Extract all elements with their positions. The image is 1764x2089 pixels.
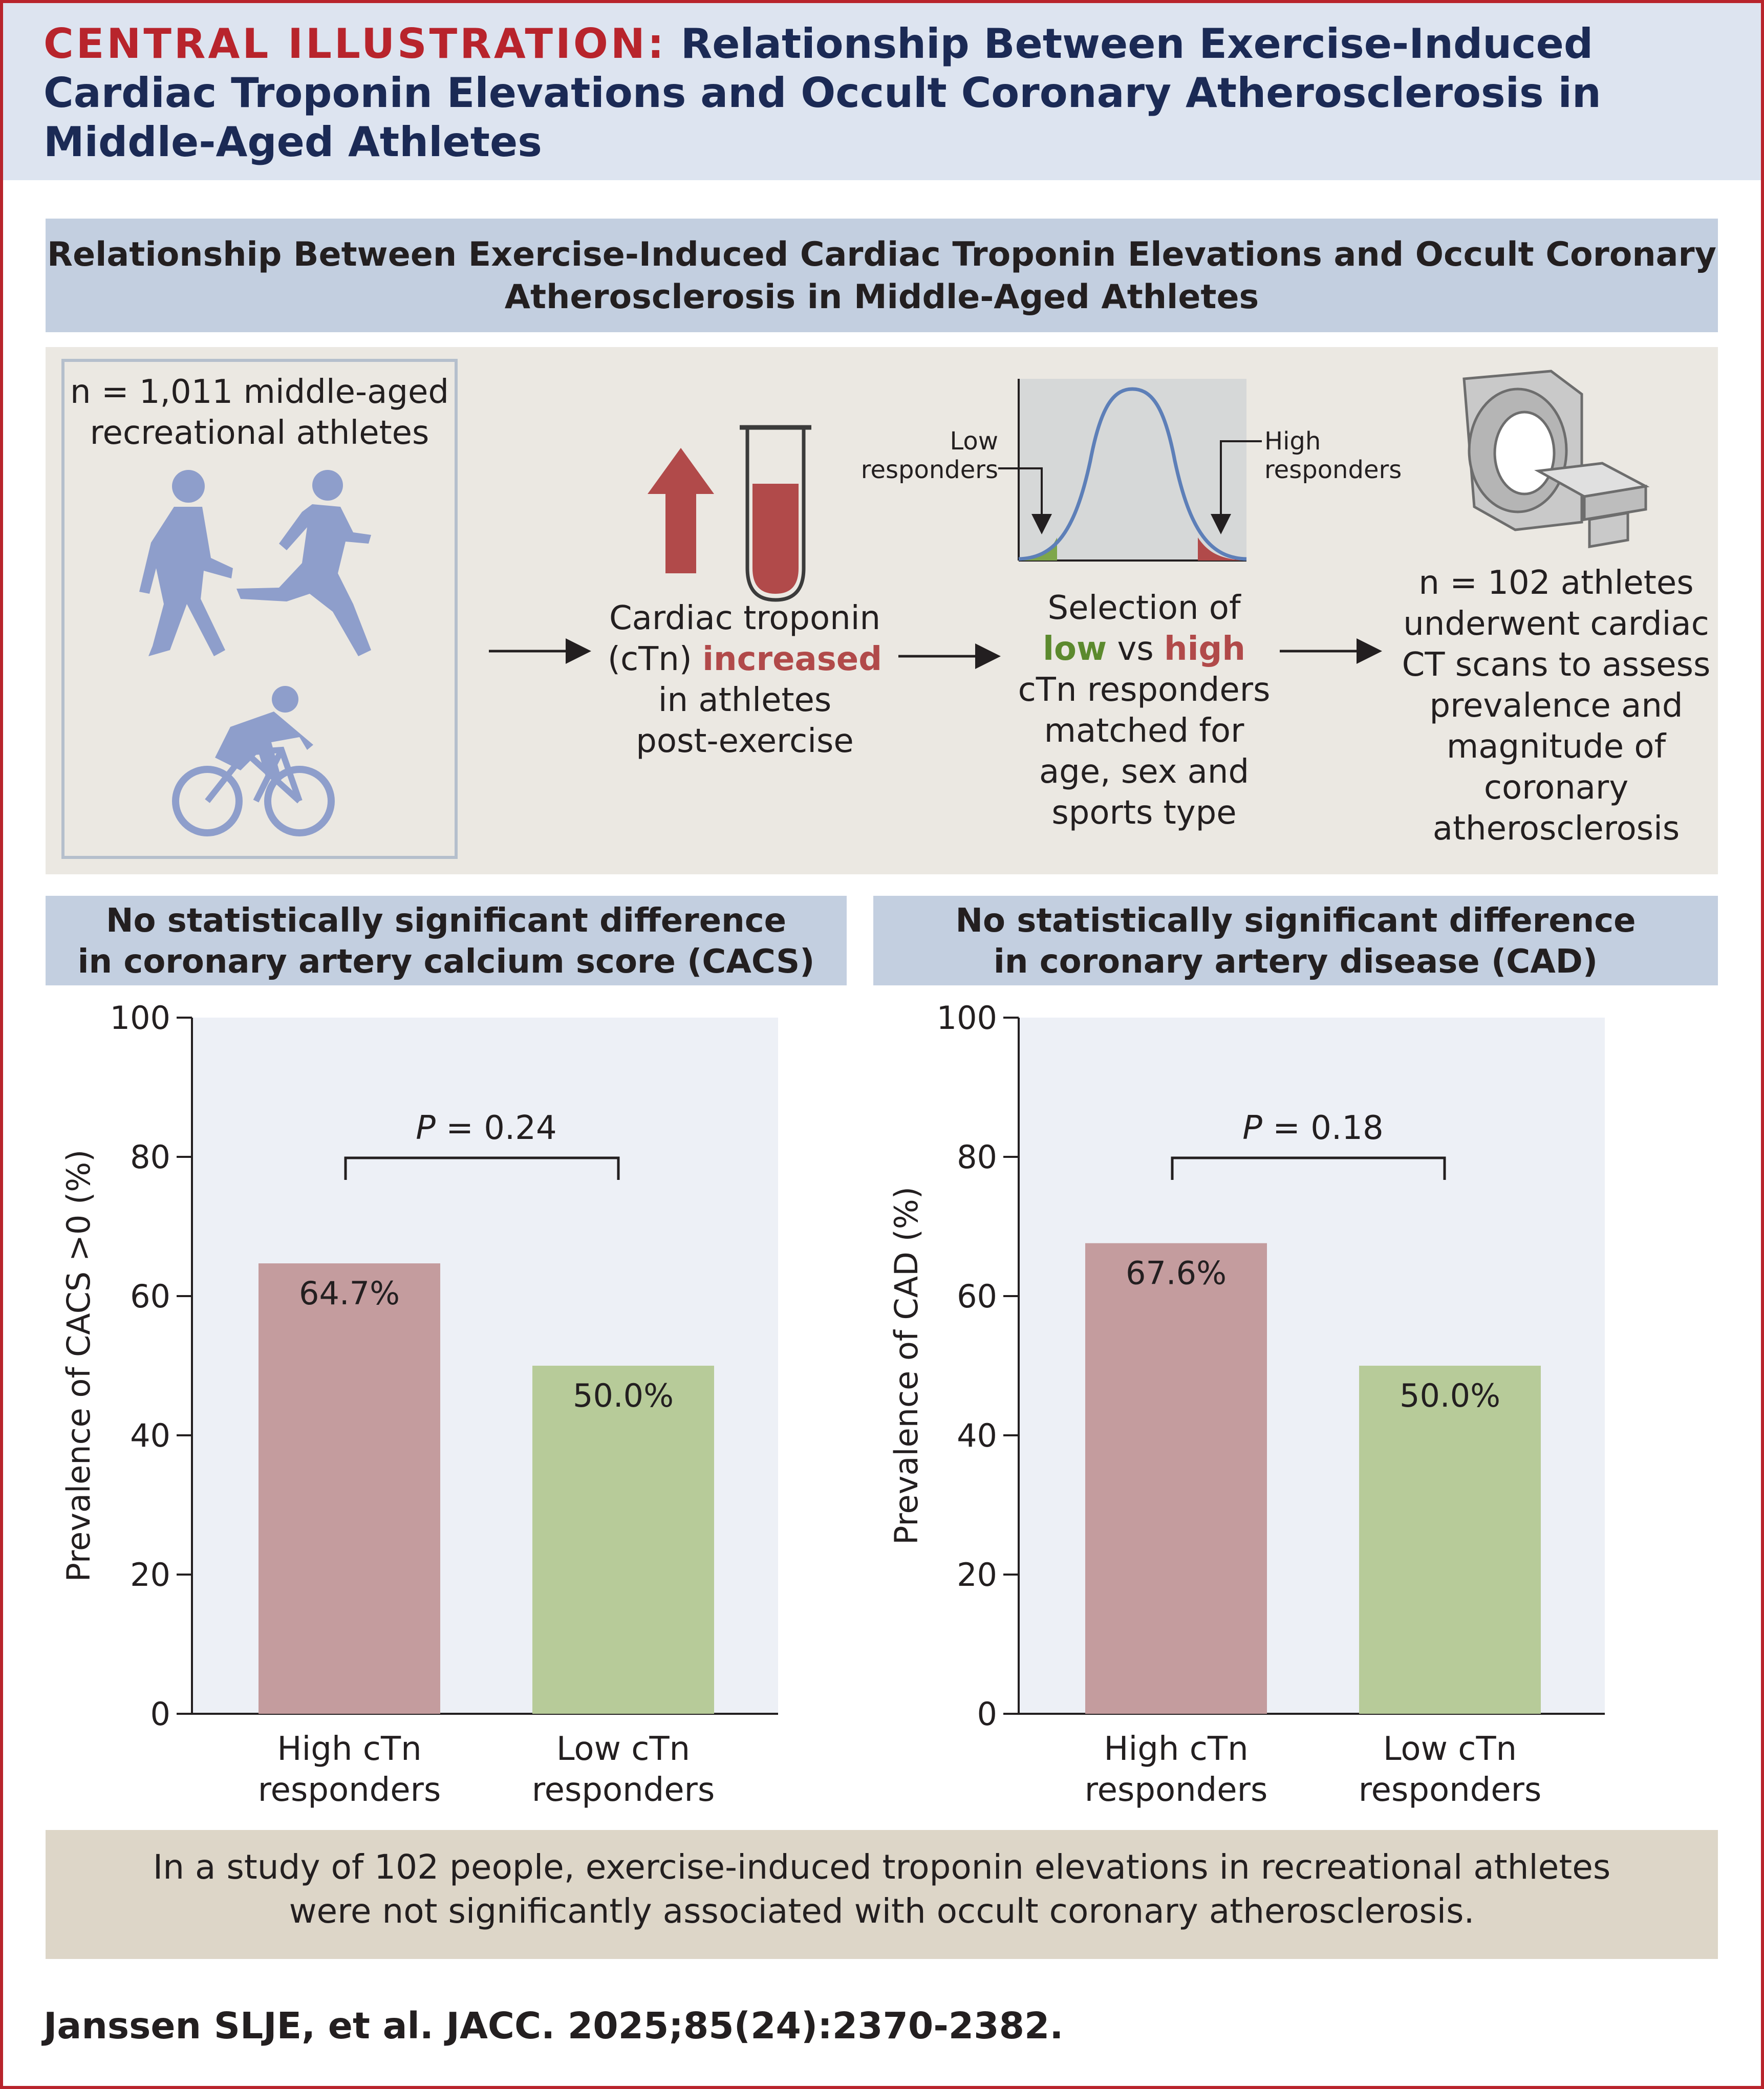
cacs-bar-low [532, 1366, 714, 1714]
cacs-band-line-1: No statistically significant difference [105, 902, 787, 940]
cohort-box [61, 359, 458, 859]
subheader-band: Relationship Between Exercise-Induced Ca… [46, 219, 1718, 332]
selection-line-6: sports type [1051, 794, 1237, 832]
cacs-y-tick-label-100: 100 [110, 999, 170, 1037]
cyclist-icon [172, 686, 335, 836]
troponin-text: Cardiac troponin (cTn) increased in athl… [594, 598, 896, 762]
cad-band-line-1: No statistically significant difference [955, 902, 1636, 940]
ct-line-3: CT scans to assess [1402, 646, 1711, 684]
cad-category-high-1: High cTn [1104, 1730, 1248, 1768]
troponin-increased: increased [702, 640, 883, 678]
cad-chart: 0 20 40 60 80 100 67.6% 50.0% P = 0.18 Preval… [888, 999, 1605, 1809]
selection-line-2: low vs high [985, 629, 1303, 670]
ct-scanner-icon [1462, 370, 1650, 548]
ct-line-5: magnitude of [1446, 728, 1666, 766]
cacs-p-symbol: P [416, 1109, 436, 1147]
walker-icon [139, 470, 233, 656]
selection-line-3: cTn responders [1018, 671, 1271, 709]
conclusion-line-2: were not significantly associated with o… [289, 1891, 1475, 1931]
cacs-y-tick-label-80: 80 [130, 1138, 170, 1176]
selection-low: low [1043, 630, 1107, 668]
cacs-value-high: 64.7% [299, 1275, 400, 1312]
cad-y-tick-label-80: 80 [957, 1138, 997, 1176]
cad-y-tick-label-20: 20 [957, 1556, 997, 1593]
cohort-line-1: n = 1,011 middle-aged [70, 373, 449, 411]
cad-significance-bracket [1171, 1156, 1446, 1180]
cad-y-tick-label-60: 60 [957, 1278, 997, 1315]
responder-distribution-icon [998, 379, 1262, 562]
selection-line-4: matched for [1044, 712, 1244, 750]
cacs-y-tick-label-60: 60 [130, 1278, 170, 1315]
high-responders-line-2: responders [1264, 456, 1402, 484]
ct-line-2: underwent cardiac [1403, 605, 1709, 643]
cad-category-high-2: responders [1085, 1771, 1268, 1809]
troponin-line-3: in athletes [658, 681, 832, 719]
high-responders-line-1: High [1264, 427, 1321, 456]
cacs-category-high-1: High cTn [277, 1730, 421, 1768]
cad-p-number: = 0.18 [1262, 1109, 1384, 1147]
cacs-y-tick-label-40: 40 [130, 1417, 170, 1454]
test-tube-icon [740, 425, 811, 602]
cacs-p-number: = 0.24 [436, 1109, 557, 1147]
citation: Janssen SLJE, et al. JACC. 2025;85(24):2… [44, 2005, 1064, 2047]
cacs-category-low-2: responders [532, 1771, 715, 1809]
troponin-cTn: (cTn) [607, 640, 692, 678]
cacs-category-low-1: Low cTn [556, 1730, 690, 1768]
troponin-line-4: post-exercise [636, 722, 854, 760]
ct-line-6: coronary [1483, 769, 1629, 807]
figure-title-text: Relationship Between Exercise-Induced Ca… [44, 20, 1601, 166]
cacs-band-line-2: in coronary artery calcium score (CACS) [77, 943, 815, 981]
cad-value-high: 67.6% [1126, 1255, 1227, 1292]
cacs-chart: 0 20 40 60 80 100 64.7% 50.0% P = 0.24 Preval… [60, 999, 778, 1809]
cacs-band: No statistically significant difference … [46, 896, 847, 985]
increase-arrow-icon [648, 448, 714, 573]
ct-line-1: n = 102 athletes [1418, 564, 1694, 602]
low-responders-label: Low responders [855, 427, 998, 484]
ct-line-7: atherosclerosis [1432, 810, 1680, 848]
cad-bar-high [1085, 1243, 1267, 1714]
cacs-category-high-2: responders [258, 1771, 441, 1809]
cad-category-low-1: Low cTn [1383, 1730, 1517, 1768]
troponin-line-1: Cardiac troponin [609, 599, 881, 637]
selection-high: high [1164, 630, 1245, 668]
selection-line-1: Selection of [1047, 589, 1241, 627]
selection-line-5: age, sex and [1039, 753, 1250, 791]
runner-icon [236, 470, 371, 656]
low-responders-line-2: responders [861, 456, 998, 484]
cad-band: No statistically significant difference … [873, 896, 1718, 985]
cacs-value-low: 50.0% [573, 1377, 674, 1414]
cad-p-value: P = 0.18 [1242, 1109, 1383, 1147]
cad-y-tick-label-100: 100 [937, 999, 997, 1037]
cohort-line-2: recreational athletes [90, 414, 429, 452]
ct-text: n = 102 athletes underwent cardiac CT sc… [1382, 563, 1730, 849]
figure-title: CENTRAL ILLUSTRATION: Relationship Betwe… [44, 19, 1723, 167]
cad-value-low: 50.0% [1400, 1377, 1500, 1414]
cacs-y-tick-label-20: 20 [130, 1556, 170, 1593]
conclusion-line-1: In a study of 102 people, exercise-induc… [153, 1847, 1611, 1887]
header-bar [3, 3, 1761, 180]
cad-bar-low [1359, 1366, 1541, 1714]
cad-band-line-2: in coronary artery disease (CAD) [993, 943, 1598, 981]
ct-line-4: prevalence and [1429, 687, 1683, 725]
cad-y-tick-label-40: 40 [957, 1417, 997, 1454]
cohort-text: n = 1,011 middle-aged recreational athle… [67, 372, 453, 454]
cacs-bar-high [259, 1263, 440, 1714]
cad-category-low-2: responders [1359, 1771, 1542, 1809]
cacs-y-label: Prevalence of CACS >0 (%) [60, 1150, 97, 1582]
cacs-p-value: P = 0.24 [416, 1109, 556, 1147]
low-responders-line-1: Low [950, 427, 998, 456]
cad-y-label: Prevalence of CAD (%) [888, 1187, 925, 1545]
cad-p-symbol: P [1242, 1109, 1262, 1147]
cad-y-tick-label-0: 0 [977, 1695, 997, 1733]
cacs-y-tick-label-0: 0 [150, 1695, 170, 1733]
selection-vs: vs [1117, 630, 1154, 668]
conclusion-band: In a study of 102 people, exercise-induc… [46, 1830, 1718, 1959]
central-illustration-label: CENTRAL ILLUSTRATION: [44, 20, 666, 68]
troponin-line-2: (cTn) increased [594, 639, 896, 680]
high-responders-label: High responders [1264, 427, 1418, 484]
cacs-significance-bracket [344, 1156, 620, 1180]
selection-text: Selection of low vs high cTn responders … [985, 588, 1303, 833]
